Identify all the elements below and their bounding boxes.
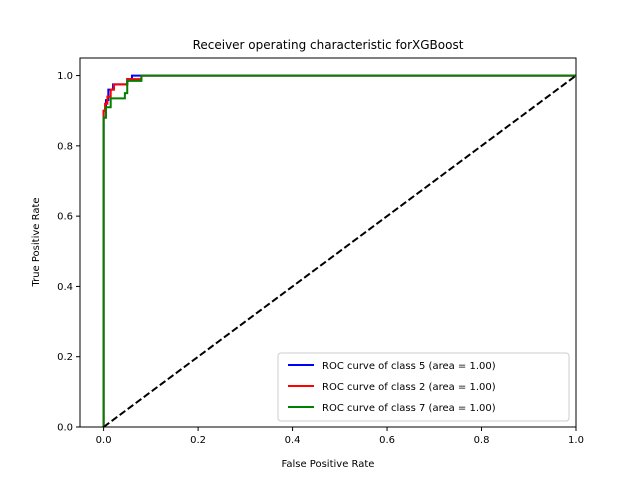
- y-tick-label: 0.2: [57, 352, 73, 363]
- legend-box: [277, 352, 570, 422]
- x-tick-label: 0.4: [285, 435, 301, 446]
- legend-entry-label: ROC curve of class 2 (area = 1.00): [322, 382, 496, 393]
- y-tick-label: 0.4: [57, 282, 73, 293]
- plot-area: [79, 57, 577, 428]
- legend-entry-label: ROC curve of class 5 (area = 1.00): [322, 361, 496, 372]
- x-tick-label: 1.0: [568, 435, 584, 446]
- diagonal-reference-line: [103, 74, 577, 428]
- legend-entry-label: ROC curve of class 7 (area = 1.00): [322, 403, 496, 414]
- legend: ROC curve of class 5 (area = 1.00) ROC cu…: [277, 352, 570, 422]
- x-tick-label: 0.6: [379, 435, 395, 446]
- x-tick-label: 0.2: [190, 435, 206, 446]
- x-axis-label: False Positive Rate: [282, 459, 375, 470]
- roc-series-line-3: [102, 74, 576, 427]
- y-axis-label: True Positive Rate: [31, 197, 42, 287]
- x-tick-label: 0.8: [474, 435, 490, 446]
- y-axis-ticks: 0.0 0.2 0.4 0.6 0.8 1.0: [57, 71, 80, 434]
- y-tick-label: 0.0: [57, 423, 73, 434]
- y-tick-label: 0.8: [57, 141, 73, 152]
- y-tick-label: 1.0: [57, 71, 73, 82]
- series-layer: [102, 74, 577, 428]
- axes-frame: [79, 57, 577, 428]
- x-tick-label: 0.0: [96, 435, 112, 446]
- x-axis-ticks: 0.0 0.2 0.4 0.6 0.8 1.0: [96, 427, 584, 446]
- chart-title: Receiver operating characteristic forXGB…: [193, 38, 464, 52]
- y-tick-label: 0.6: [57, 212, 73, 223]
